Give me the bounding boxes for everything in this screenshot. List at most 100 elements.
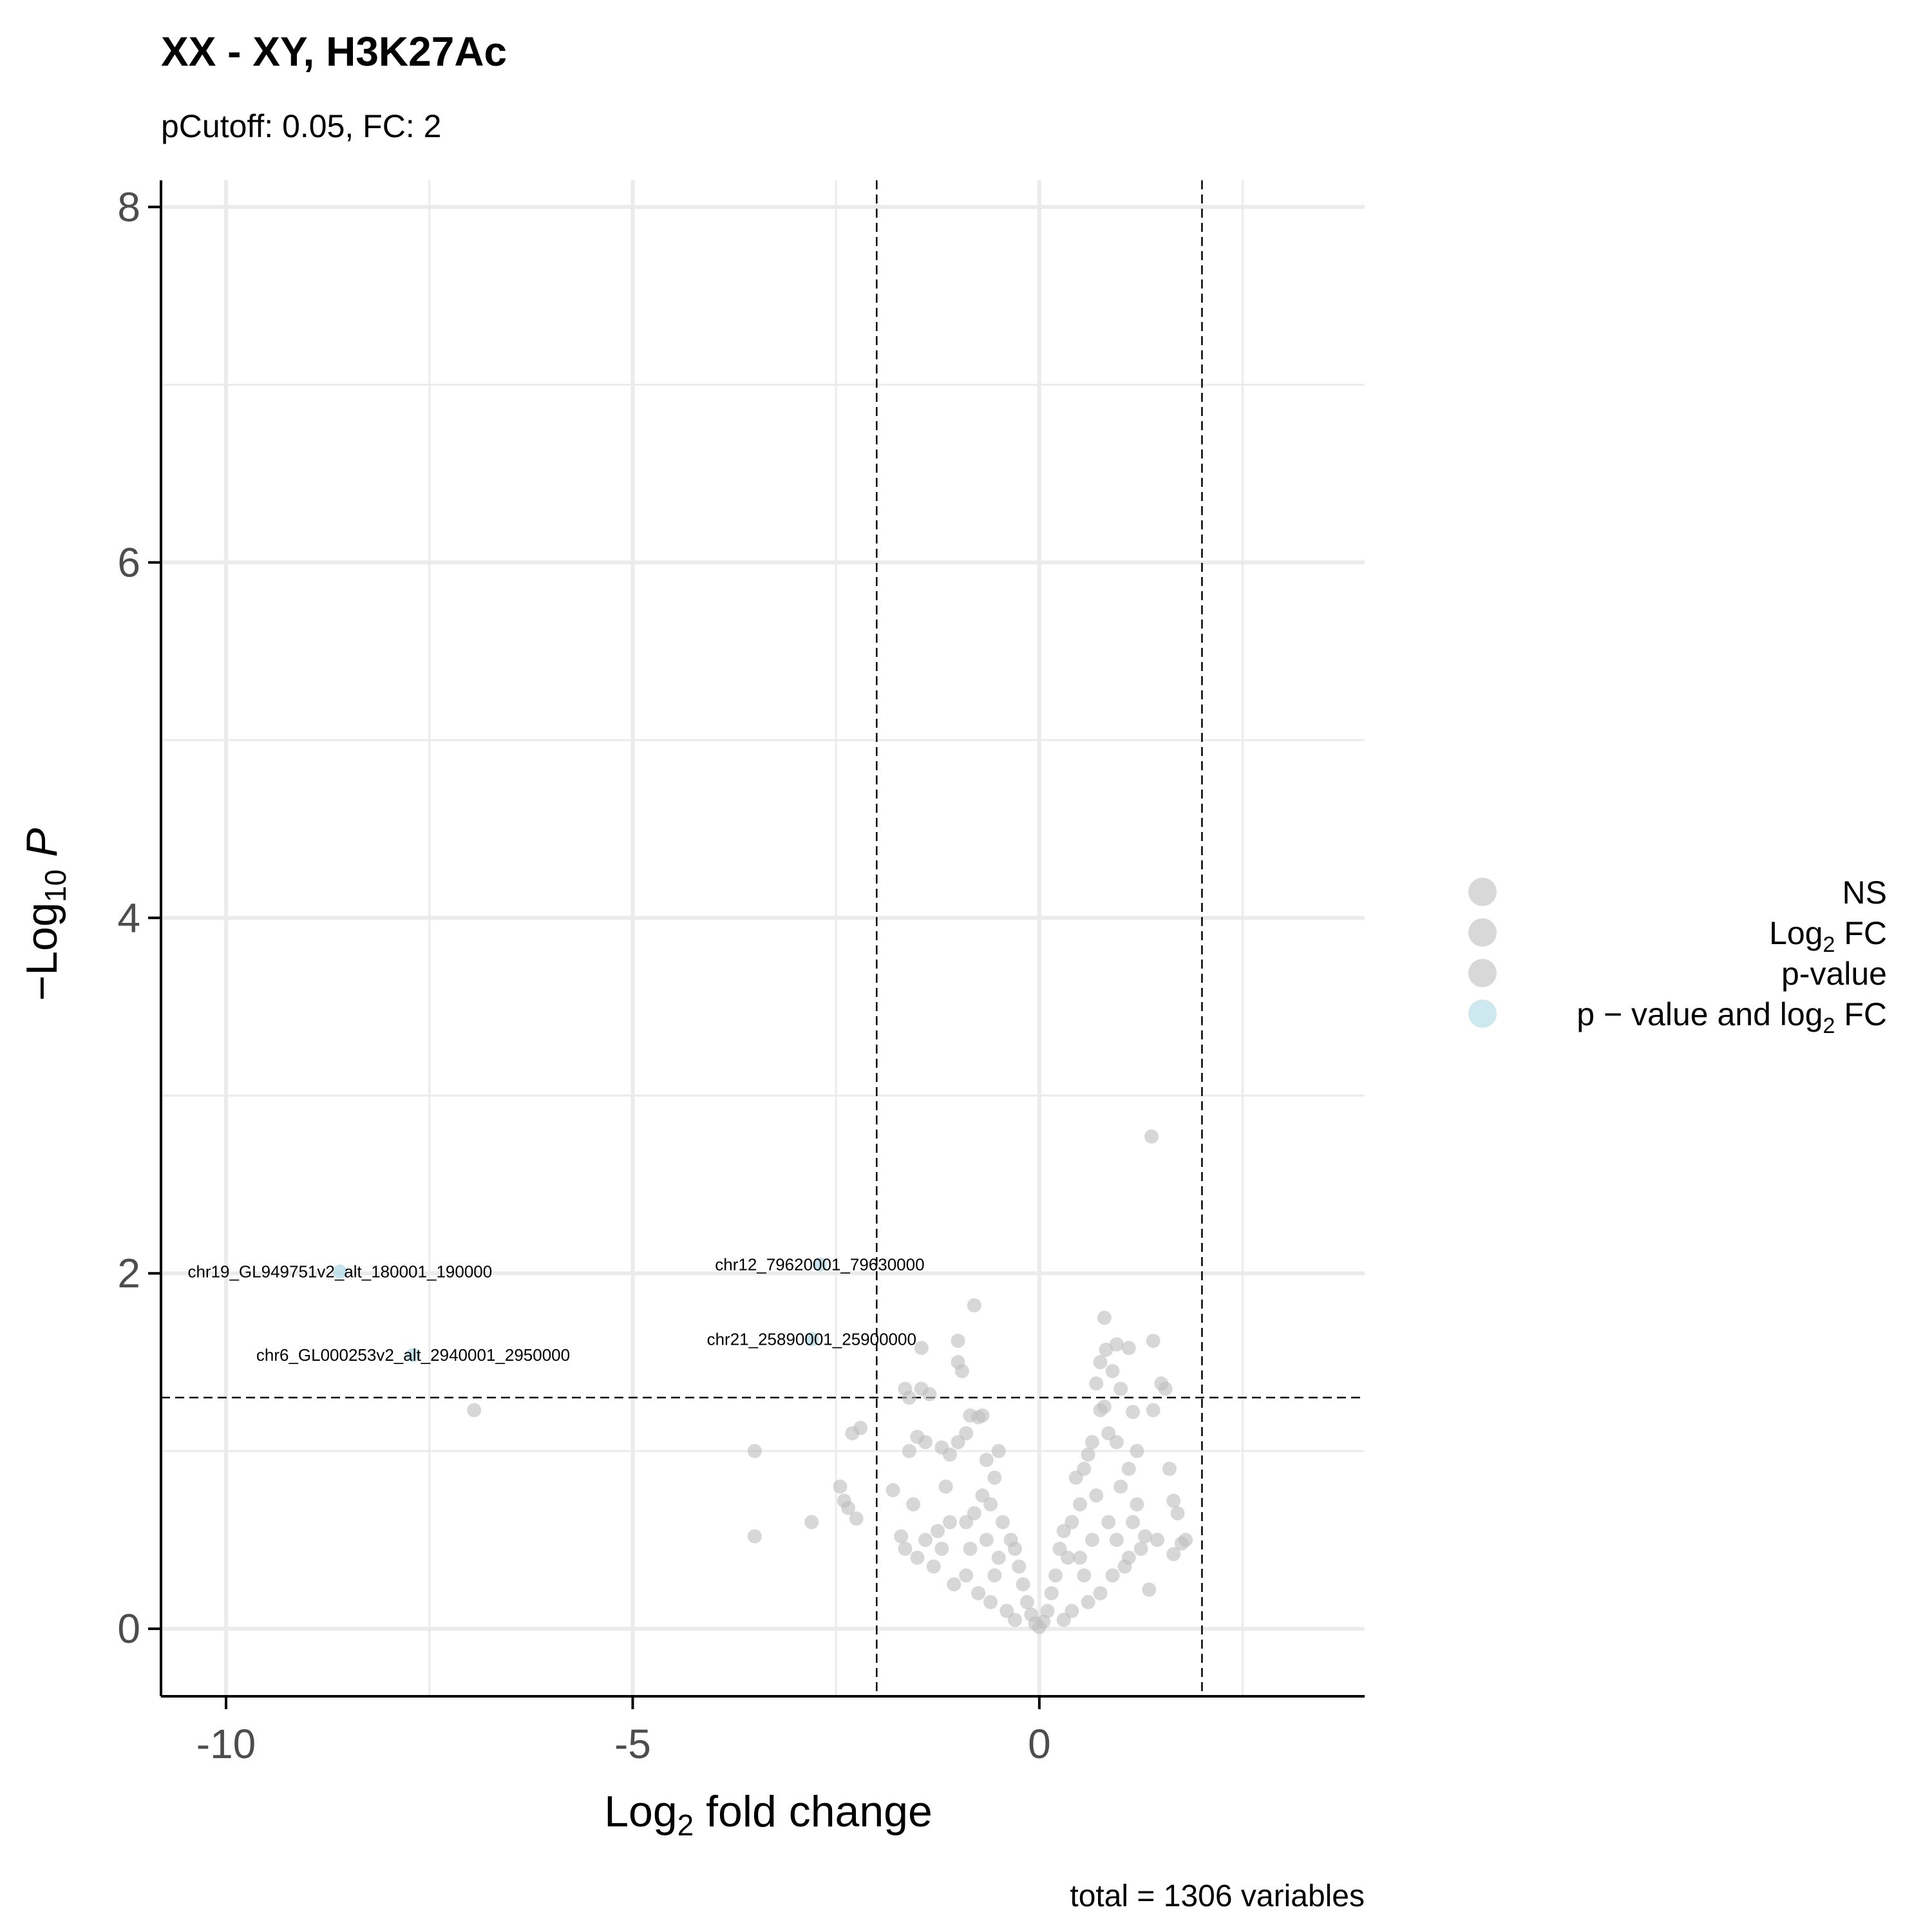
legend-label: p-value	[1781, 956, 1887, 992]
data-point	[1032, 1620, 1046, 1634]
data-point	[1019, 1595, 1034, 1609]
data-point	[902, 1444, 916, 1459]
legend-label: NS	[1842, 875, 1887, 911]
data-point	[747, 1529, 762, 1544]
data-point	[947, 1577, 961, 1592]
data-point	[942, 1515, 957, 1530]
data-point	[959, 1515, 974, 1530]
data-point	[983, 1595, 998, 1609]
data-point	[1126, 1405, 1141, 1419]
chart-subtitle: pCutoff: 0.05, FC: 2	[161, 108, 441, 144]
data-point	[987, 1568, 1002, 1583]
data-point	[1081, 1447, 1095, 1462]
data-point	[1081, 1595, 1095, 1609]
data-point	[910, 1550, 925, 1565]
data-point	[1101, 1515, 1116, 1530]
legend-key	[1468, 918, 1497, 947]
y-axis-title: −Log10 P	[17, 828, 72, 1001]
y-tick-label: 8	[117, 184, 140, 230]
data-points	[332, 1129, 1193, 1634]
data-point	[1174, 1536, 1189, 1551]
y-tick-label: 0	[117, 1605, 140, 1652]
data-point	[906, 1497, 921, 1511]
y-axis-ticks: 0 2 4 6 8	[117, 184, 161, 1652]
chart-caption: total = 1306 variables	[1070, 1879, 1365, 1913]
data-point	[918, 1435, 933, 1450]
data-point	[1016, 1577, 1030, 1592]
y-tick-label: 4	[117, 895, 140, 941]
data-point	[954, 1363, 969, 1378]
x-axis-title: Log2 fold change	[604, 1787, 933, 1842]
data-point	[1077, 1568, 1092, 1583]
data-point	[1093, 1586, 1108, 1600]
point-label: chr19_GL949751v2_alt_180001_190000	[187, 1262, 492, 1281]
data-point	[1093, 1355, 1108, 1370]
data-point	[849, 1511, 864, 1526]
point-label: chr6_GL000253v2_alt_2940001_2950000	[256, 1345, 570, 1365]
data-point	[1117, 1559, 1132, 1574]
data-point	[1144, 1129, 1159, 1144]
data-point	[902, 1390, 916, 1405]
y-tick-label: 2	[117, 1250, 140, 1296]
data-point	[1146, 1403, 1160, 1417]
data-point	[1040, 1604, 1055, 1618]
data-point	[938, 1479, 953, 1494]
data-point	[979, 1533, 994, 1548]
grid-minor	[161, 180, 1365, 1696]
data-point	[987, 1470, 1002, 1485]
data-point	[1166, 1493, 1181, 1508]
data-point	[1105, 1568, 1120, 1583]
point-label: chr21_25890001_25900000	[707, 1329, 916, 1349]
data-point	[922, 1387, 937, 1401]
data-point	[1012, 1559, 1027, 1574]
data-point	[1084, 1435, 1099, 1450]
legend-key	[1468, 999, 1497, 1028]
data-point	[1170, 1506, 1185, 1520]
x-tick-label: -5	[614, 1721, 651, 1767]
data-point	[1073, 1550, 1088, 1565]
data-point	[1065, 1515, 1079, 1530]
data-point	[894, 1529, 909, 1544]
data-point	[747, 1444, 762, 1459]
data-point	[1138, 1529, 1153, 1544]
data-point	[1146, 1334, 1160, 1349]
data-point	[959, 1568, 974, 1583]
x-axis-ticks: -10 -5 0	[196, 1696, 1051, 1767]
data-point	[833, 1479, 848, 1494]
data-point	[971, 1410, 986, 1425]
data-point	[963, 1541, 978, 1556]
data-point	[1097, 1399, 1112, 1414]
threshold-lines	[161, 180, 1365, 1696]
data-point	[1048, 1568, 1063, 1583]
y-tick-label: 6	[117, 539, 140, 585]
data-point	[1007, 1541, 1022, 1556]
data-point	[1056, 1613, 1071, 1627]
data-point	[914, 1341, 929, 1356]
labeled-data-point	[406, 1348, 421, 1363]
data-point	[853, 1421, 868, 1435]
data-point	[942, 1447, 957, 1462]
data-point	[804, 1515, 819, 1530]
data-point	[467, 1403, 482, 1417]
data-point	[931, 1524, 945, 1539]
x-tick-label: 0	[1028, 1721, 1051, 1767]
labeled-data-point	[812, 1257, 827, 1272]
data-point	[1109, 1533, 1124, 1548]
point-labels: chr19_GL949751v2_alt_180001_190000 chr6_G…	[187, 1255, 924, 1365]
data-point	[1158, 1381, 1173, 1396]
labeled-data-point	[332, 1264, 347, 1279]
data-point	[971, 1586, 986, 1600]
data-point	[898, 1541, 913, 1556]
grid-major	[161, 180, 1365, 1696]
data-point	[1073, 1497, 1088, 1511]
data-point	[1113, 1381, 1128, 1396]
data-point	[1150, 1533, 1164, 1548]
legend-key	[1468, 959, 1497, 987]
data-point	[1099, 1342, 1113, 1357]
data-point	[991, 1444, 1006, 1459]
point-label: chr12_79620001_79630000	[715, 1255, 924, 1274]
legend-key	[1468, 878, 1497, 906]
data-point	[951, 1334, 965, 1349]
data-point	[1084, 1533, 1099, 1548]
data-point	[1133, 1541, 1148, 1556]
